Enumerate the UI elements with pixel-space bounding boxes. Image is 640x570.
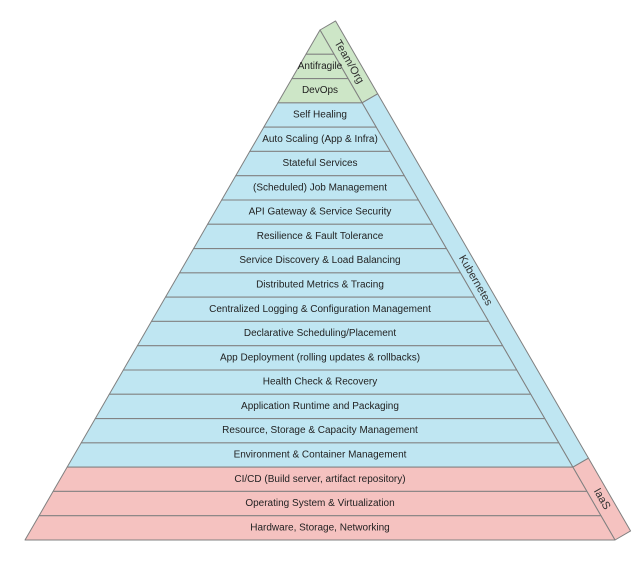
layer-label-15: Application Runtime and Packaging [241,401,399,412]
layer-label-5: Stateful Services [282,158,357,169]
layer-label-10: Distributed Metrics & Tracing [256,280,384,291]
layer-label-19: Operating System & Virtualization [245,498,394,509]
layer-label-16: Resource, Storage & Capacity Management [222,425,418,436]
layer-label-6: (Scheduled) Job Management [253,182,387,193]
layer-label-13: App Deployment (rolling updates & rollba… [220,352,420,363]
layer-label-9: Service Discovery & Load Balancing [239,255,400,266]
layer-label-14: Health Check & Recovery [263,377,378,388]
layer-label-11: Centralized Logging & Configuration Mana… [209,304,431,315]
pyramid-diagram: Team/OrgKubernetesIaaSAntifragileDevOpsS… [0,0,640,570]
layer-label-2: DevOps [302,85,338,96]
layer-label-3: Self Healing [293,110,347,121]
layer-label-8: Resilience & Fault Tolerance [257,231,384,242]
layer-label-20: Hardware, Storage, Networking [250,522,390,533]
layer-label-18: CI/CD (Build server, artifact repository… [234,474,405,485]
layer-label-7: API Gateway & Service Security [249,207,392,218]
layer-label-1: Antifragile [298,61,343,72]
layer-label-12: Declarative Scheduling/Placement [244,328,397,339]
layer-label-4: Auto Scaling (App & Infra) [262,134,378,145]
layer-label-17: Environment & Container Management [234,450,407,461]
